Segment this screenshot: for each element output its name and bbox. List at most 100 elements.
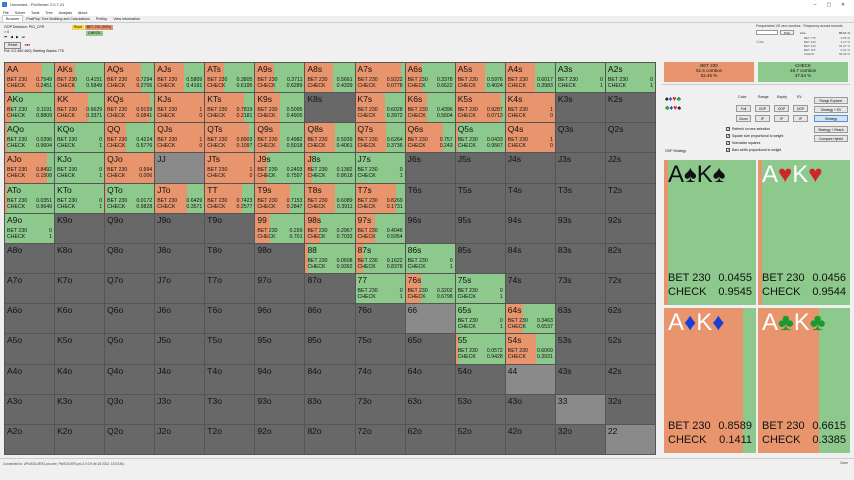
compare-hybrid-button[interactable]: Compare Hybrid — [814, 135, 848, 142]
hand-cell-J5s[interactable]: J5s — [455, 153, 505, 183]
hand-cell-K9o[interactable]: K9o — [55, 213, 105, 243]
hand-cell-K5o[interactable]: K5o — [55, 334, 105, 364]
forward-icon[interactable]: ▶ — [16, 35, 19, 39]
first-icon[interactable]: ⏮ — [4, 35, 8, 39]
hand-cell-76s[interactable]: 76s BET 230 0.3202 CHECK 0.6798 — [405, 274, 455, 304]
hand-cell-85o[interactable]: 85o — [305, 334, 355, 364]
hand-cell-AA[interactable]: AA BET 230 0.7549 CHECK 0.2451 — [5, 63, 55, 93]
hand-cell-75o[interactable]: 75o — [355, 334, 405, 364]
hand-cell-JTo[interactable]: JTo BET 230 0.6429 CHECK 0.3571 — [155, 183, 205, 213]
hand-cell-74o[interactable]: 74o — [355, 364, 405, 394]
hand-cell-AKo[interactable]: AKo BET 230 0.1191 CHECK 0.8809 — [5, 93, 55, 123]
range-oop-button[interactable]: OOP — [755, 105, 770, 112]
hand-cell-QJo[interactable]: QJo BET 230 0.994 CHECK 0.006 — [105, 153, 155, 183]
hand-cell-88[interactable]: 88 BET 230 0.0608 CHECK 0.9392 — [305, 243, 355, 274]
hand-cell-77[interactable]: 77 BET 230 0 CHECK 1 — [355, 274, 405, 304]
tab-postflop-tree[interactable]: PostFlop Tree Building and Calculations — [26, 17, 90, 21]
hand-cell-A2o[interactable]: A2o — [5, 424, 55, 454]
hand-cell-Q6o[interactable]: Q6o — [105, 304, 155, 334]
hand-cell-Q3s[interactable]: Q3s — [555, 123, 605, 153]
hand-cell-A6o[interactable]: A6o — [5, 304, 55, 334]
strategy-button[interactable]: Strategy — [814, 115, 848, 122]
back-icon[interactable]: ◀ — [10, 35, 13, 39]
hand-cell-J9o[interactable]: J9o — [155, 213, 205, 243]
hand-cell-ATs[interactable]: ATs BET 230 0.3805 CHECK 0.6195 — [205, 63, 255, 93]
hand-cell-K7s[interactable]: K7s BET 230 0.6028 CHECK 0.3972 — [355, 93, 405, 123]
hand-cell-54o[interactable]: 54o — [455, 364, 505, 394]
hand-cell-Q7o[interactable]: Q7o — [105, 274, 155, 304]
hand-cell-AJo[interactable]: AJo BET 230 0.8492 CHECK 0.1508 — [5, 153, 55, 183]
hand-cell-A7s[interactable]: A7s BET 230 0.9222 CHECK 0.0778 — [355, 63, 405, 93]
hand-cell-QTo[interactable]: QTo BET 230 0.0172 CHECK 0.9828 — [105, 183, 155, 213]
last-icon[interactable]: ⏭ — [21, 35, 25, 39]
hand-cell-J2s[interactable]: J2s — [605, 153, 655, 183]
hand-cell-95o[interactable]: 95o — [255, 334, 305, 364]
hand-cell-AJs[interactable]: AJs BET 230 0.5809 CHECK 0.4191 — [155, 63, 205, 93]
hand-cell-T2o[interactable]: T2o — [205, 424, 255, 454]
reset-button[interactable]: Reset — [4, 42, 22, 49]
hand-cell-82s[interactable]: 82s — [605, 243, 655, 274]
hand-cell-Q9s[interactable]: Q9s BET 230 0.4982 CHECK 0.5018 — [255, 123, 305, 153]
hand-cell-Q8s[interactable]: Q8s BET 230 0.5939 CHECK 0.4061 — [305, 123, 355, 153]
refresh-checkbox[interactable]: ✓ Refresh on new selection — [726, 127, 771, 131]
hand-cell-Q2o[interactable]: Q2o — [105, 424, 155, 454]
hand-cell-TT[interactable]: TT BET 230 0.7423 CHECK 0.2577 — [205, 183, 255, 213]
minimize-icon[interactable]: – — [813, 1, 817, 8]
hand-cell-83o[interactable]: 83o — [305, 394, 355, 424]
hand-cell-86s[interactable]: 86s BET 230 0 CHECK 1 — [405, 243, 455, 274]
hand-cell-63o[interactable]: 63o — [405, 394, 455, 424]
hand-cell-KTo[interactable]: KTo BET 230 0 CHECK 1 — [55, 183, 105, 213]
hand-cell-Q4o[interactable]: Q4o — [105, 364, 155, 394]
hand-cell-52s[interactable]: 52s — [605, 334, 655, 364]
hand-cell-54s[interactable]: 54s BET 230 0.6069 CHECK 0.3931 — [505, 334, 555, 364]
hand-cell-99[interactable]: 99 BET 230 0.299 CHECK 0.701 — [255, 213, 305, 243]
hand-cell-K5s[interactable]: K5s BET 230 0.9287 CHECK 0.0713 — [455, 93, 505, 123]
hand-cell-97o[interactable]: 97o — [255, 274, 305, 304]
hand-cell-J9s[interactable]: J9s BET 230 0.2403 CHECK 0.7597 — [255, 153, 305, 183]
hand-cell-T6s[interactable]: T6s — [405, 183, 455, 213]
hand-cell-92s[interactable]: 92s — [605, 213, 655, 243]
hand-cell-T5s[interactable]: T5s — [455, 183, 505, 213]
menu-about[interactable]: About — [78, 10, 88, 15]
hand-cell-43s[interactable]: 43s — [555, 364, 605, 394]
check-action[interactable]: CHECK — [86, 31, 103, 36]
hand-cell-75s[interactable]: 75s BET 230 0 CHECK 1 — [455, 274, 505, 304]
normalize-checkbox[interactable]: ✓ Normalize squares — [726, 141, 761, 145]
hand-cell-85s[interactable]: 85s — [455, 243, 505, 274]
hand-cell-J6s[interactable]: J6s — [405, 153, 455, 183]
hand-cell-J8o[interactable]: J8o — [155, 243, 205, 274]
hand-cell-ATo[interactable]: ATo BET 230 0.0351 CHECK 0.9649 — [5, 183, 55, 213]
hand-cell-T7o[interactable]: T7o — [205, 274, 255, 304]
ev-ip-button[interactable]: IP — [793, 115, 808, 122]
bars-width-checkbox[interactable]: ✓ Bars width proportional to weight — [726, 148, 782, 152]
hand-cell-76o[interactable]: 76o — [355, 304, 405, 334]
hand-cell-JTs[interactable]: JTs BET 230 1 CHECK 0 — [205, 153, 255, 183]
hand-cell-92o[interactable]: 92o — [255, 424, 305, 454]
hand-cell-98s[interactable]: 98s BET 230 0.2967 CHECK 0.7033 — [305, 213, 355, 243]
square-size-checkbox[interactable]: ✓ Square size proportional to weight — [726, 134, 784, 138]
hand-cell-32s[interactable]: 32s — [605, 394, 655, 424]
hand-cell-K2o[interactable]: K2o — [55, 424, 105, 454]
hand-cell-T9s[interactable]: T9s BET 230 0.7153 CHECK 0.2847 — [255, 183, 305, 213]
hand-cell-A4s[interactable]: A4s BET 230 0.6017 CHECK 0.3983 — [505, 63, 555, 93]
range-ip-button[interactable]: IP — [755, 115, 770, 122]
combo-panel[interactable]: A♣K♣ BET 230 0.6615 CHECK 0.3385 — [758, 308, 850, 453]
hand-cell-KJs[interactable]: KJs BET 230 1 CHECK 0 — [155, 93, 205, 123]
suit-filter[interactable]: ♠♦♥♣ ♣♦♥♠ — [665, 96, 682, 112]
hand-cell-T8s[interactable]: T8s BET 230 0.6089 CHECK 0.3911 — [305, 183, 355, 213]
hand-cell-44[interactable]: 44 — [505, 364, 555, 394]
hand-cell-J4s[interactable]: J4s — [505, 153, 555, 183]
hand-cell-Q2s[interactable]: Q2s — [605, 123, 655, 153]
hand-cell-T2s[interactable]: T2s — [605, 183, 655, 213]
hand-cell-KQo[interactable]: KQo BET 230 0 CHECK 1 — [55, 123, 105, 153]
hand-cell-T6o[interactable]: T6o — [205, 304, 255, 334]
menu-tools[interactable]: Tools — [30, 10, 40, 15]
strategy-ev-button[interactable]: Strategy + EV — [814, 106, 848, 113]
hand-cell-A8o[interactable]: A8o — [5, 243, 55, 274]
hand-cell-87o[interactable]: 87o — [305, 274, 355, 304]
hand-cell-QJs[interactable]: QJs BET 230 1 CHECK 0 — [155, 123, 205, 153]
combo-panel[interactable]: A♦K♦ BET 230 0.8589 CHECK 0.1411 — [664, 308, 756, 453]
hand-cell-93o[interactable]: 93o — [255, 394, 305, 424]
hand-cell-J7s[interactable]: J7s BET 230 0 CHECK 1 — [355, 153, 405, 183]
hand-cell-66[interactable]: 66 — [405, 304, 455, 334]
